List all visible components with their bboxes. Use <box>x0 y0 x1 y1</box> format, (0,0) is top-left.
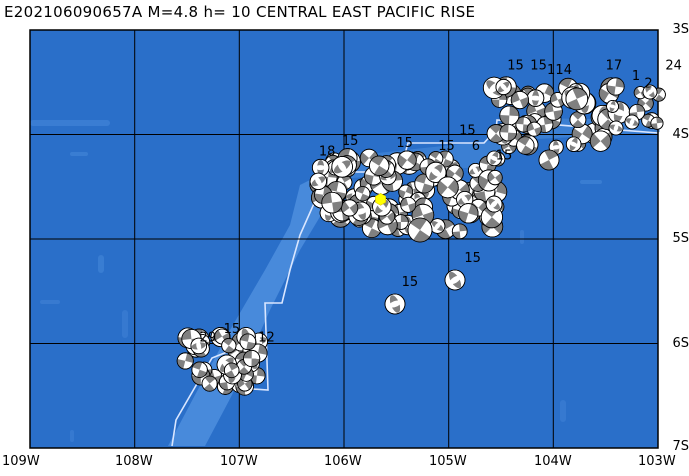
focal-mechanism-beachball[interactable] <box>321 191 343 214</box>
focal-mechanism-beachball[interactable] <box>624 114 640 130</box>
focal-mechanism-beachball[interactable] <box>190 337 207 355</box>
focal-mechanism-beachball[interactable] <box>458 203 479 224</box>
focal-mechanism-beachball[interactable] <box>487 169 503 186</box>
focal-mechanism-beachball[interactable] <box>309 172 327 191</box>
lon-label-107w: 107W <box>220 454 258 469</box>
focal-mechanism-beachball[interactable] <box>495 78 512 96</box>
cluster-count-label: 14 <box>555 63 572 78</box>
cluster-count-label: 1 <box>632 69 640 84</box>
epicenter-marker[interactable] <box>375 193 387 206</box>
focal-mechanism-beachball[interactable] <box>201 375 218 392</box>
focal-mechanism-beachball[interactable] <box>407 217 433 243</box>
focal-mechanism-beachball[interactable] <box>436 176 459 199</box>
lon-label-109w: 109W <box>2 454 40 469</box>
cluster-count-label: 15 <box>530 59 547 74</box>
focal-mechanism-beachball[interactable] <box>486 150 503 167</box>
plate-boundary-line <box>171 119 659 447</box>
cluster-count-label: 17 <box>606 59 623 74</box>
focal-mechanism-beachball[interactable] <box>354 186 371 202</box>
focal-mechanism-beachball[interactable] <box>176 352 194 370</box>
focal-mechanism-beachball[interactable] <box>499 105 520 126</box>
focal-mechanism-beachball[interactable] <box>565 87 589 111</box>
cluster-count-label: 15 <box>402 275 419 290</box>
lon-label-108w: 108W <box>115 454 153 469</box>
cluster-count-label: 12 <box>258 330 275 345</box>
map-title: E202106090657A M=4.8 h= 10 CENTRAL EAST … <box>4 3 476 21</box>
focal-mechanism-beachball[interactable] <box>565 136 582 152</box>
cluster-count-label: 15 <box>496 149 513 164</box>
lat-label-3s: 3S <box>672 22 689 37</box>
focal-mechanism-beachball[interactable] <box>451 223 468 240</box>
focal-mechanism-beachball[interactable] <box>642 84 658 100</box>
focal-mechanism-beachball[interactable] <box>467 162 483 178</box>
cluster-count-label: 15 <box>438 139 455 154</box>
focal-mechanism-beachball[interactable] <box>510 90 529 110</box>
focal-mechanism-beachball[interactable] <box>444 269 466 291</box>
cluster-count-label: 6 <box>472 139 480 154</box>
cluster-count-label: 15 <box>507 59 524 74</box>
focal-mechanism-beachball[interactable] <box>331 156 353 178</box>
focal-mechanism-beachball[interactable] <box>369 155 390 176</box>
cluster-count-label: 1 <box>547 63 555 78</box>
focal-mechanism-beachball[interactable] <box>221 338 237 354</box>
focal-mechanism-beachball[interactable] <box>340 199 359 217</box>
focal-mechanism-beachball[interactable] <box>499 123 517 142</box>
focal-mechanism-beachball[interactable] <box>538 149 560 171</box>
focal-mechanism-layer <box>176 76 666 396</box>
focal-mechanism-beachball[interactable] <box>384 293 406 315</box>
focal-mechanism-beachball[interactable] <box>516 136 535 155</box>
focal-mechanism-beachball[interactable] <box>650 116 664 130</box>
focal-mechanism-beachball[interactable] <box>608 120 624 136</box>
lon-label-104w: 104W <box>534 454 572 469</box>
focal-mechanism-beachball[interactable] <box>398 184 414 200</box>
focal-mechanism-beachball[interactable] <box>485 195 503 213</box>
focal-mechanism-beachball[interactable] <box>425 161 447 183</box>
cluster-count-label: 15 <box>396 136 413 151</box>
focal-mechanism-beachball[interactable] <box>606 77 625 96</box>
cluster-count-label: 15 <box>459 124 476 139</box>
focal-mechanism-beachball[interactable] <box>191 361 208 378</box>
cluster-count-label: 24 <box>665 59 682 74</box>
lat-label-6s: 6S <box>672 336 689 351</box>
focal-mechanism-beachball[interactable] <box>400 196 417 213</box>
focal-mechanism-beachball[interactable] <box>243 349 261 368</box>
focal-mechanism-beachball[interactable] <box>397 150 417 170</box>
lat-label-5s: 5S <box>672 231 689 246</box>
cluster-count-label: 18 <box>319 144 336 159</box>
focal-mechanism-beachball[interactable] <box>429 218 446 234</box>
focal-mechanism-beachball[interactable] <box>606 99 619 113</box>
cluster-count-label: 2 <box>644 76 652 91</box>
focal-mechanism-beachball[interactable] <box>569 111 587 129</box>
lon-label-103w: 103W <box>638 454 676 469</box>
cluster-count-label: 15 <box>464 251 481 266</box>
focal-mechanism-beachball[interactable] <box>223 362 240 379</box>
cluster-count-label: 29 <box>200 330 217 345</box>
lat-label-4s: 4S <box>672 127 689 142</box>
focal-mechanism-beachball[interactable] <box>526 121 542 137</box>
lon-label-106w: 106W <box>324 454 362 469</box>
cluster-count-label: 15 <box>342 134 359 149</box>
cluster-count-label: 15 <box>224 322 241 337</box>
lat-label-7s: 7S <box>672 439 689 454</box>
focal-mechanism-beachball[interactable] <box>589 130 612 152</box>
lon-label-105w: 105W <box>429 454 467 469</box>
focal-mechanism-beachball[interactable] <box>239 333 257 351</box>
focal-mechanism-beachball[interactable] <box>526 89 545 107</box>
